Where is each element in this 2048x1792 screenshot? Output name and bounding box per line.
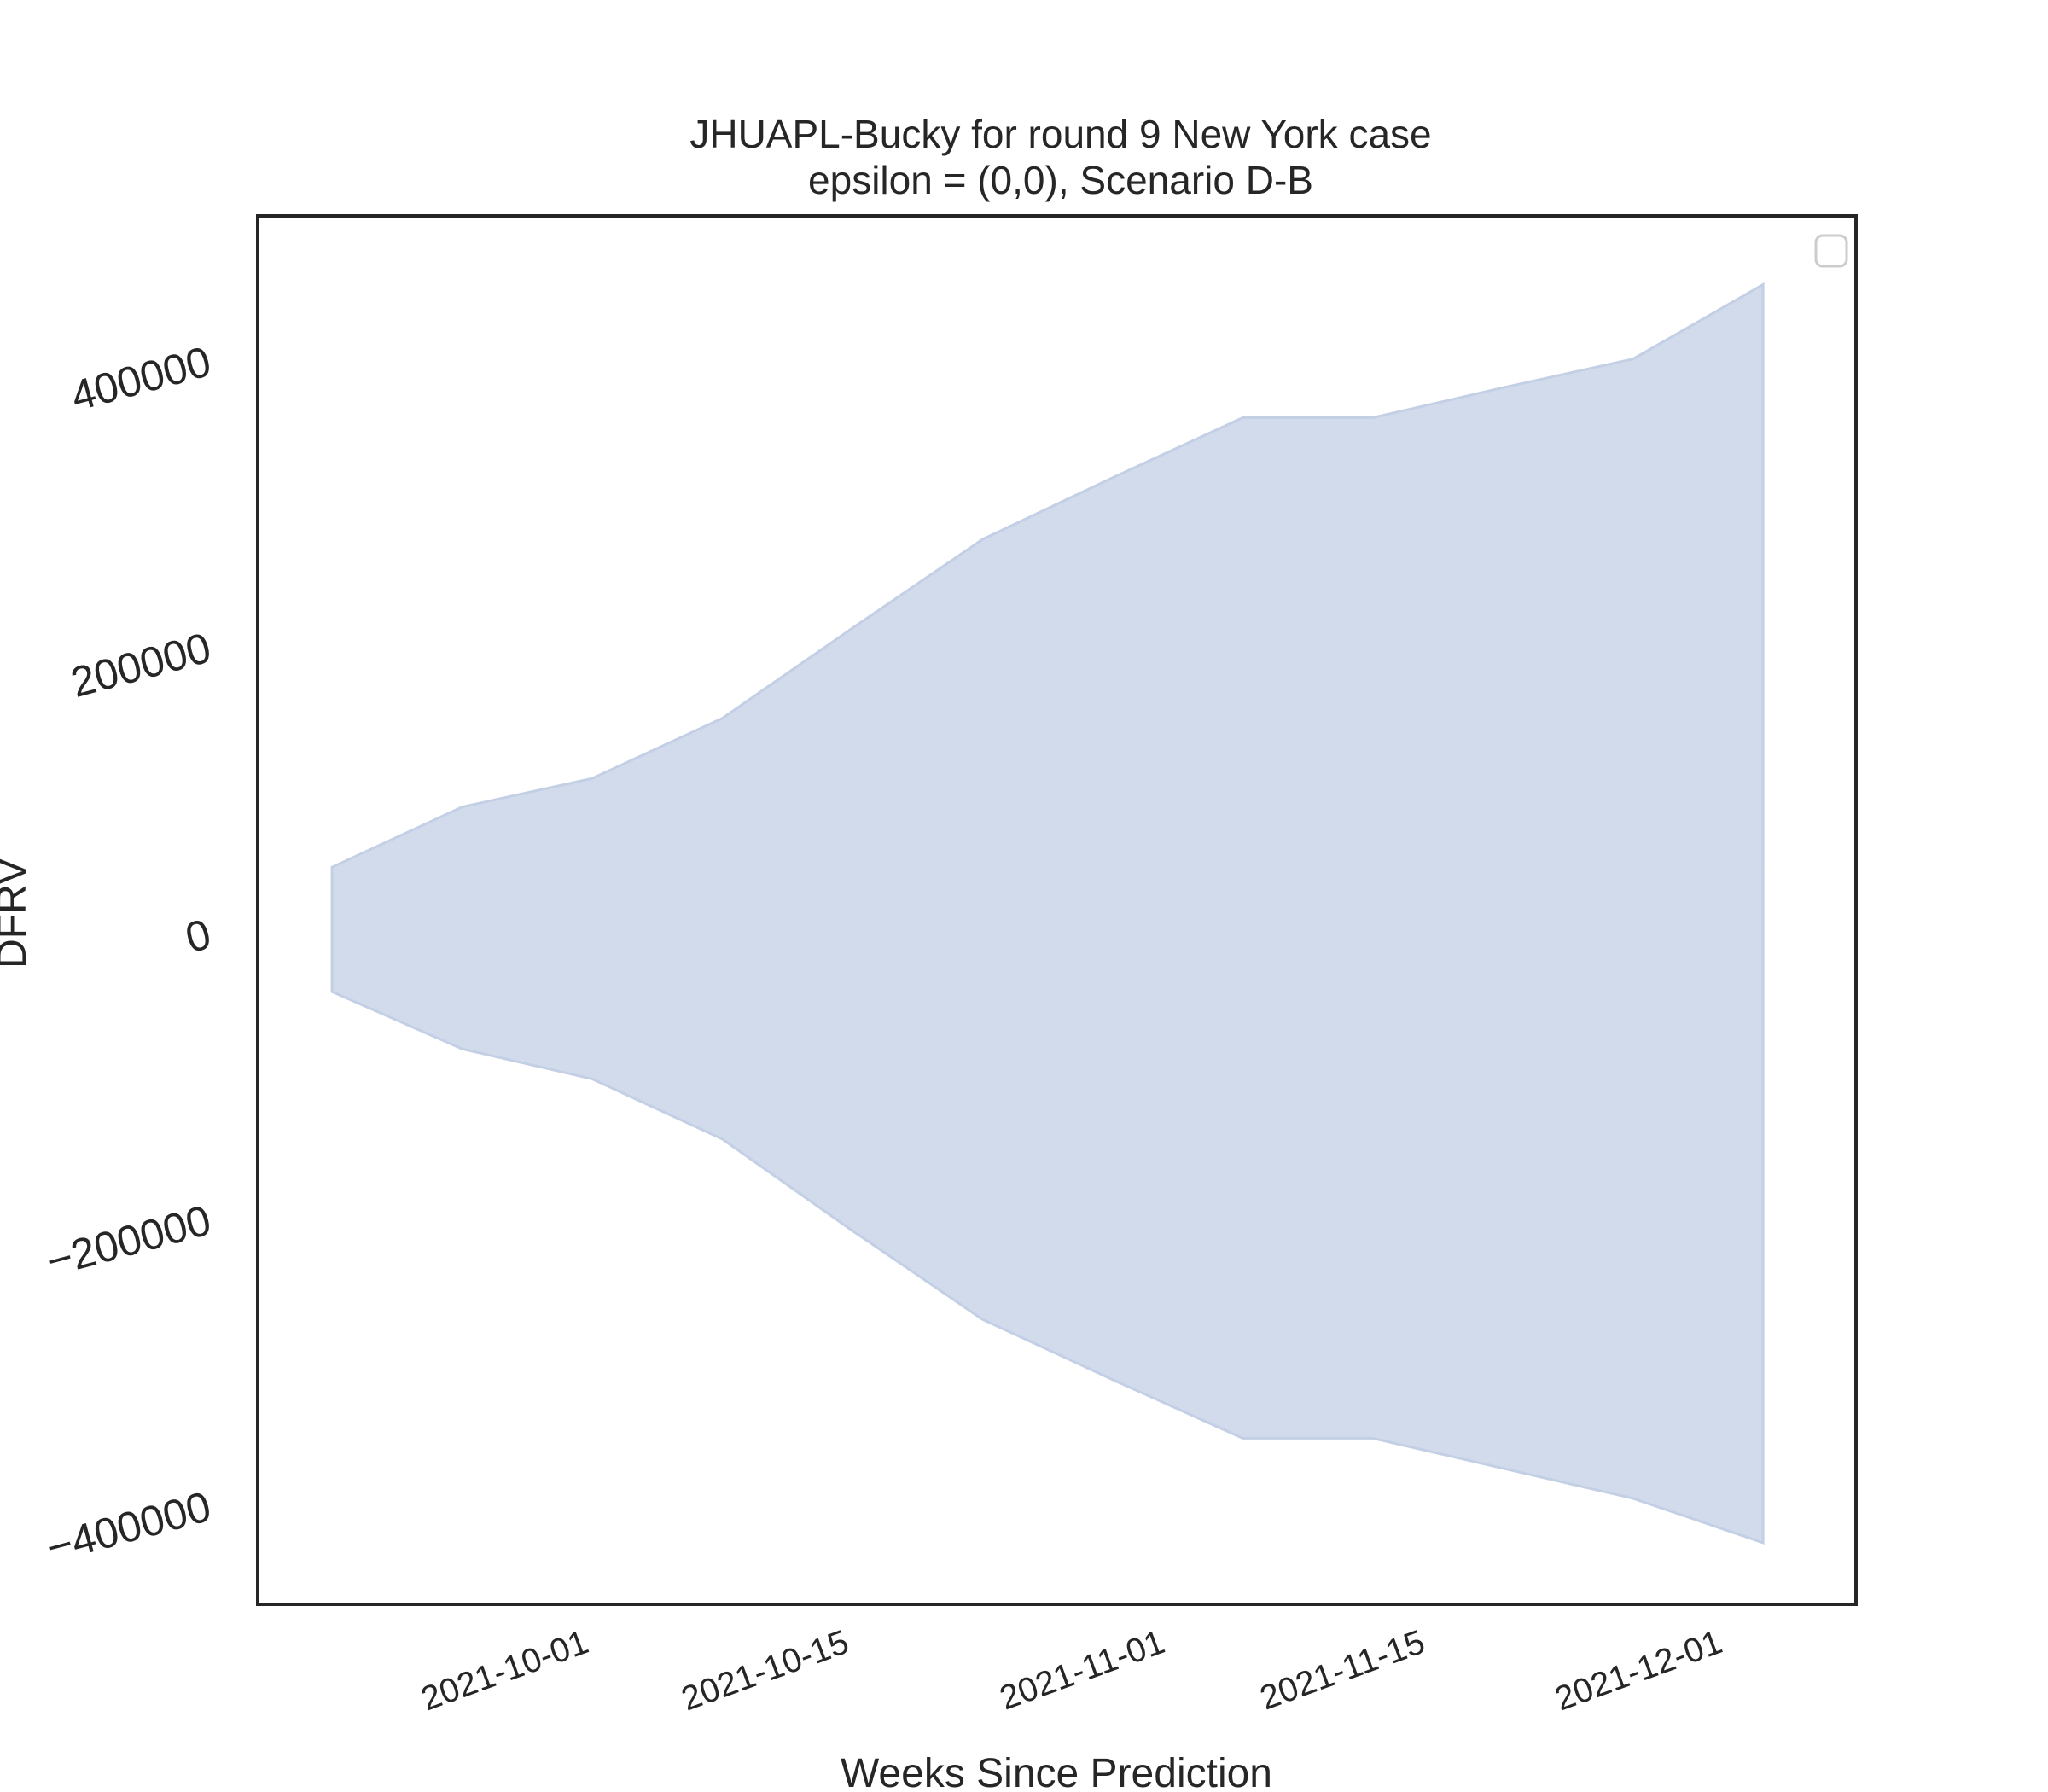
y-axis-ticks: −400000 −200000 0 200000 400000 (42, 337, 216, 1572)
y-tick-label: 0 (180, 910, 215, 962)
x-tick-label: 2021-11-01 (995, 1623, 1170, 1717)
y-axis-label: DFRV (0, 858, 35, 969)
x-axis-label: Weeks Since Prediction (841, 1751, 1272, 1792)
chart-subtitle: epsilon = (0,0), Scenario D-B (808, 158, 1313, 202)
chart-title: JHUAPL-Bucky for round 9 New York case (689, 112, 1431, 156)
x-tick-label: 2021-10-01 (416, 1623, 593, 1718)
x-axis-ticks: 2021-10-01 2021-10-15 2021-11-01 2021-11-15… (416, 1623, 1727, 1718)
x-tick-label: 2021-11-15 (1255, 1623, 1430, 1717)
y-tick-label: −200000 (42, 1196, 216, 1286)
axes-frame (256, 214, 1858, 1606)
y-tick-label: −400000 (42, 1482, 216, 1572)
legend-box (1814, 234, 1848, 268)
uncertainty-band-0 (330, 282, 1765, 1545)
x-tick-label: 2021-12-01 (1551, 1623, 1727, 1718)
x-tick-label: 2021-10-15 (677, 1623, 853, 1718)
y-tick-label: 200000 (66, 624, 216, 707)
y-tick-label: 400000 (66, 337, 216, 420)
plot-area (330, 282, 1765, 1545)
